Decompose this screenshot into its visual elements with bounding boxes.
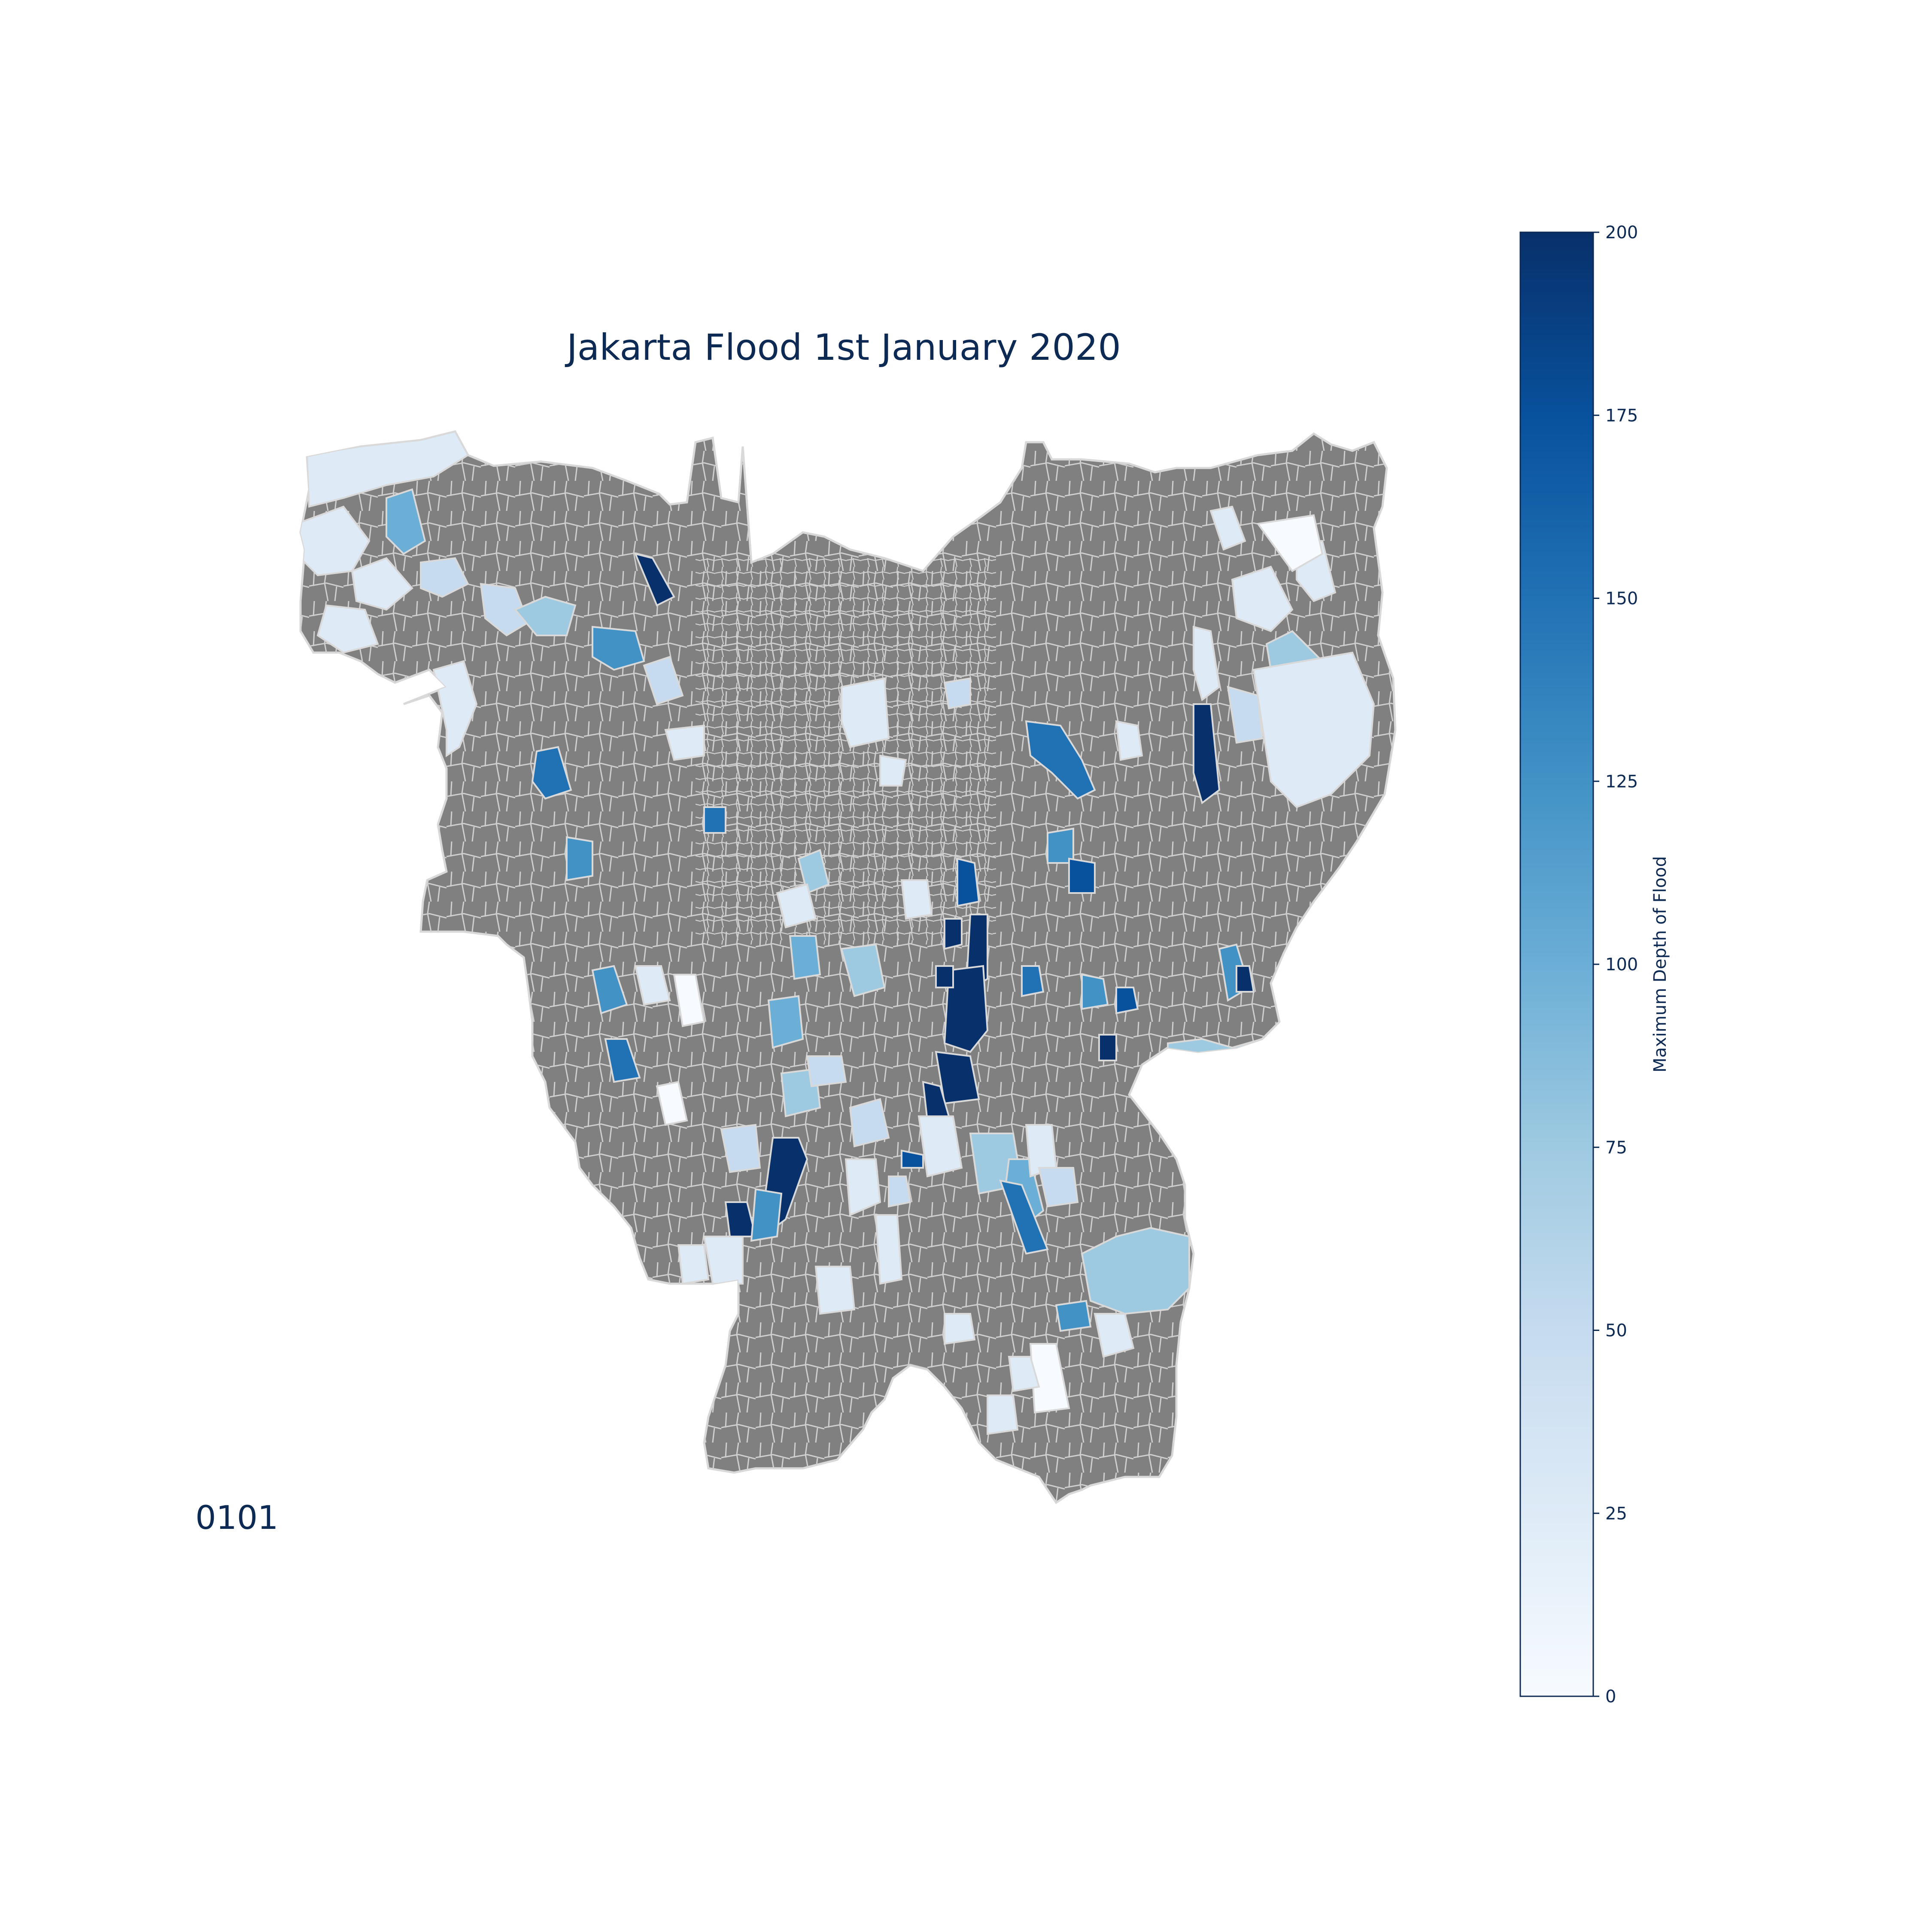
flooded-kelurahan-region <box>513 595 577 636</box>
flooded-kelurahan-region <box>944 918 963 950</box>
flooded-kelurahan-region <box>888 1176 911 1208</box>
colorbar-tick-label: 150 <box>1605 589 1638 609</box>
flooded-kelurahan-region <box>841 677 890 748</box>
colorbar-tick-label: 175 <box>1605 406 1638 425</box>
colorbar-tick-label: 50 <box>1605 1321 1627 1341</box>
flooded-kelurahan-region <box>797 849 830 894</box>
flooded-kelurahan-region <box>840 943 886 997</box>
flooded-kelurahan-region <box>900 879 933 920</box>
flooded-kelurahan-region <box>1021 965 1045 997</box>
flooded-kelurahan-region <box>844 1158 881 1216</box>
flooded-kelurahan-region <box>1256 514 1324 572</box>
flooded-kelurahan-region <box>789 935 821 980</box>
colorbar-tick-label: 125 <box>1605 772 1638 792</box>
flooded-kelurahan-region <box>806 1055 847 1088</box>
colorbar-tick-label: 75 <box>1605 1138 1627 1157</box>
flooded-kelurahan-region <box>664 724 705 761</box>
flooded-kelurahan-region <box>634 965 671 1006</box>
flooded-kelurahan-region <box>432 660 478 757</box>
flooded-kelurahan-region <box>1029 1343 1070 1414</box>
flooded-kelurahan-region <box>306 431 469 508</box>
flooded-kelurahan-region <box>1055 1300 1092 1332</box>
colorbar-tick-label: 0 <box>1605 1687 1616 1707</box>
flooded-kelurahan-region <box>1209 505 1246 551</box>
flooded-kelurahan-region <box>1081 1227 1190 1315</box>
flooded-kelurahan-region <box>720 1124 761 1173</box>
colorbar-tick-label: 100 <box>1605 955 1638 975</box>
flooded-kelurahan-region <box>1227 686 1264 744</box>
flooded-kelurahan-region <box>1081 973 1109 1010</box>
flooded-kelurahan-region <box>604 1038 641 1083</box>
flooded-kelurahan-region <box>1008 1356 1040 1392</box>
flooded-kelurahan-region <box>643 656 684 705</box>
flooded-kelurahan-region <box>879 754 907 787</box>
flooded-kelurahan-region <box>1193 703 1221 805</box>
flooded-kelurahan-region <box>316 604 379 654</box>
flooded-kelurahan-region <box>1236 965 1255 993</box>
flooded-kelurahan-region <box>591 965 628 1015</box>
flooded-kelurahan-region <box>1068 857 1096 894</box>
flooded-kelurahan-region <box>1025 720 1096 800</box>
map-title: Jakarta Flood 1st January 2020 <box>567 326 1121 368</box>
kelurahan-boundaries-dense-center <box>696 558 996 945</box>
flooded-kelurahan-region <box>1094 1313 1135 1358</box>
colorbar-gradient <box>1519 231 1594 1697</box>
flooded-kelurahan-region <box>1115 720 1143 761</box>
colorbar-tick-label: 25 <box>1605 1504 1627 1524</box>
flooded-kelurahan-region <box>767 995 804 1049</box>
flooded-kelurahan-region <box>875 1214 903 1285</box>
frame-date-label: 0101 <box>195 1498 279 1537</box>
flooded-kelurahan-region <box>703 806 726 834</box>
flooded-kelurahan-region <box>849 1098 890 1148</box>
flooded-kelurahan-region <box>944 1313 976 1345</box>
flooded-kelurahan-region <box>351 557 413 611</box>
flooded-kelurahan-region <box>935 965 954 988</box>
flooded-kelurahan-region <box>776 883 817 929</box>
flooded-kelurahan-region <box>943 965 989 1053</box>
colorbar-tick-label: 200 <box>1605 223 1638 243</box>
flood-zones <box>301 431 1375 1435</box>
flooded-kelurahan-region <box>999 1179 1049 1255</box>
flooded-kelurahan-region <box>656 1081 688 1126</box>
flooded-kelurahan-region <box>677 1244 710 1285</box>
flooded-kelurahan-region <box>957 857 980 907</box>
flooded-kelurahan-region <box>634 553 675 607</box>
flooded-kelurahan-region <box>1038 1167 1079 1208</box>
flooded-kelurahan-region <box>935 1051 980 1105</box>
flooded-kelurahan-region <box>1115 987 1139 1015</box>
colorbar-ticks: 0 25 50 75 100 125 150 175 200 <box>1593 223 1638 1707</box>
flooded-kelurahan-region <box>1252 651 1375 808</box>
colorbar-label: Maximum Depth of Flood <box>1650 856 1670 1072</box>
flooded-kelurahan-region <box>531 746 572 800</box>
flooded-kelurahan-region <box>814 1266 856 1315</box>
flooded-kelurahan-region <box>1047 827 1074 864</box>
flooded-kelurahan-region <box>420 557 469 598</box>
flooded-kelurahan-region <box>673 974 705 1027</box>
colorbar: 0 25 50 75 100 125 150 175 200 Maximum Depth of … <box>1519 223 1670 1707</box>
flooded-kelurahan-region <box>750 1188 783 1242</box>
flooded-kelurahan-region <box>386 488 426 555</box>
flooded-kelurahan-region <box>566 836 593 881</box>
flooded-kelurahan-region <box>480 583 529 637</box>
flooded-kelurahan-region <box>1098 1034 1117 1061</box>
flooded-kelurahan-region <box>1193 626 1221 702</box>
flooded-kelurahan-region <box>917 1115 963 1178</box>
flooded-kelurahan-region <box>943 677 971 710</box>
flooded-kelurahan-region <box>703 1236 744 1285</box>
flooded-kelurahan-region <box>592 626 645 671</box>
flooded-kelurahan-region <box>901 1149 924 1169</box>
flooded-kelurahan-region <box>1231 565 1294 632</box>
flooded-kelurahan-region <box>987 1394 1019 1435</box>
